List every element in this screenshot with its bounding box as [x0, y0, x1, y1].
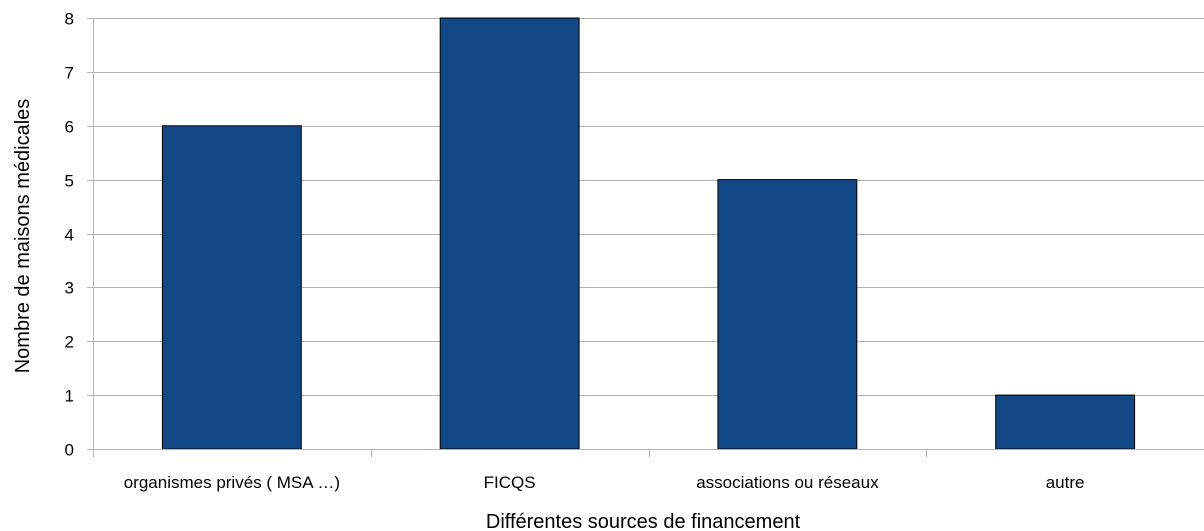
bars	[161, 17, 1136, 450]
bar	[717, 179, 858, 450]
y-tick-label: 8	[65, 10, 74, 29]
y-tick-label: 0	[65, 441, 74, 460]
y-tick-labels: 0 1 2 3 4 5 6 7 8	[65, 10, 74, 460]
x-tick-label: autre	[1046, 473, 1085, 492]
bar	[161, 125, 302, 450]
y-tick-label: 3	[65, 279, 74, 298]
y-tick-label: 6	[65, 118, 74, 137]
x-tick-label: organismes privés ( MSA …)	[124, 473, 340, 492]
bar	[439, 17, 580, 450]
x-tick-label: FICQS	[484, 473, 536, 492]
axes	[87, 18, 1204, 457]
x-tick-label: associations ou réseaux	[696, 473, 879, 492]
bar	[995, 394, 1136, 450]
y-tick-label: 2	[65, 333, 74, 352]
y-tick-label: 1	[65, 387, 74, 406]
x-axis-title: Différentes sources de financement	[486, 511, 801, 531]
y-axis-title: Nombre de maisons médicales	[12, 99, 34, 374]
x-tick-labels: organismes privés ( MSA …) FICQS associati…	[124, 473, 1085, 492]
y-tick-label: 7	[65, 64, 74, 83]
y-tick-label: 5	[65, 172, 74, 191]
y-tick-label: 4	[65, 226, 74, 245]
